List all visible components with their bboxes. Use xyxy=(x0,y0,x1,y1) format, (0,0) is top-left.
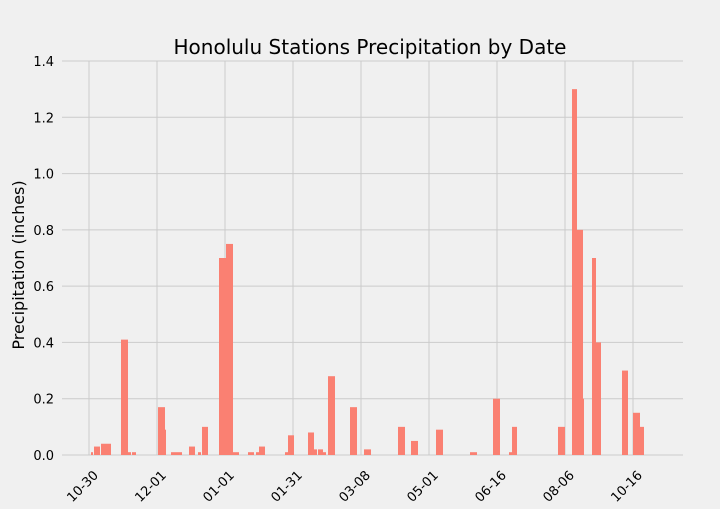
x-tick-label: 05-01 xyxy=(405,468,442,504)
precipitation-bar xyxy=(493,398,500,455)
precipitation-bar xyxy=(318,449,323,455)
x-tick-label: 03-08 xyxy=(337,468,374,504)
precipitation-bar xyxy=(101,443,104,455)
precipitation-bar xyxy=(226,243,233,455)
x-tick-label: 10-16 xyxy=(609,468,646,504)
precipitation-bar xyxy=(313,449,317,455)
precipitation-bar xyxy=(558,426,565,455)
precipitation-bar xyxy=(97,446,100,455)
precipitation-bar xyxy=(189,446,195,455)
x-tick-label: 10-30 xyxy=(65,468,102,504)
chart-title: Honolulu Stations Precipitation by Date xyxy=(174,35,567,59)
y-tick-label: 1.2 xyxy=(33,111,54,126)
precipitation-bar xyxy=(436,429,443,455)
precipitation-bar xyxy=(163,429,166,455)
precipitation-bar xyxy=(91,452,93,455)
precipitation-bar xyxy=(94,446,97,455)
precipitation-bar xyxy=(285,452,288,455)
y-tick-label: 0.8 xyxy=(33,224,54,239)
precipitation-bar xyxy=(576,229,583,455)
precipitation-bar xyxy=(248,452,254,455)
precipitation-bar xyxy=(509,452,512,455)
precipitation-bar xyxy=(108,443,111,455)
x-tick-label: 01-31 xyxy=(269,468,306,504)
precipitation-bar xyxy=(219,258,226,455)
precipitation-bar xyxy=(640,426,644,455)
precipitation-bar xyxy=(198,452,201,455)
precipitation-bar xyxy=(364,449,371,455)
y-axis-label: Precipitation (inches) xyxy=(9,180,28,349)
precipitation-bar xyxy=(328,376,335,455)
precipitation-bar xyxy=(592,258,596,455)
precipitation-bar xyxy=(470,452,477,455)
precipitation-bar xyxy=(596,342,601,455)
precipitation-bar xyxy=(581,398,584,455)
precipitation-bar xyxy=(171,452,174,455)
y-tick-label: 0.6 xyxy=(33,280,54,295)
precipitation-bar xyxy=(633,412,640,455)
y-tick-label: 0.4 xyxy=(33,336,54,351)
y-tick-label: 1.4 xyxy=(33,55,54,70)
x-tick-label: 01-01 xyxy=(201,468,238,504)
precipitation-bar xyxy=(512,426,517,455)
precipitation-bar xyxy=(322,452,326,455)
precipitation-bar xyxy=(622,370,628,455)
precipitation-bar xyxy=(158,407,165,455)
precipitation-bar xyxy=(256,452,259,455)
y-tick-label: 0.0 xyxy=(33,449,54,464)
precipitation-bar xyxy=(202,426,208,455)
precipitation-bar xyxy=(104,443,108,455)
precipitation-bar xyxy=(128,452,131,455)
precipitation-bar xyxy=(233,452,239,455)
precipitation-bar xyxy=(398,426,405,455)
grid-layer xyxy=(62,60,683,456)
bar-layer xyxy=(91,89,644,456)
x-tick-label: 12-01 xyxy=(133,468,170,504)
precipitation-bar xyxy=(572,89,577,456)
precipitation-bar xyxy=(259,446,265,455)
precipitation-bar xyxy=(121,339,128,455)
y-tick-label: 0.2 xyxy=(33,393,54,408)
x-tick-label: 06-16 xyxy=(473,468,510,504)
precipitation-bar xyxy=(308,432,314,455)
precipitation-bar xyxy=(178,452,182,455)
y-tick-label: 1.0 xyxy=(33,168,54,183)
precipitation-bar xyxy=(174,452,178,455)
precipitation-bar xyxy=(125,426,128,455)
precipitation-bar xyxy=(350,407,357,455)
x-tick-label: 08-06 xyxy=(541,468,578,504)
precipitation-bar xyxy=(288,435,294,455)
precipitation-bar xyxy=(132,452,136,455)
precipitation-bar xyxy=(411,440,418,455)
